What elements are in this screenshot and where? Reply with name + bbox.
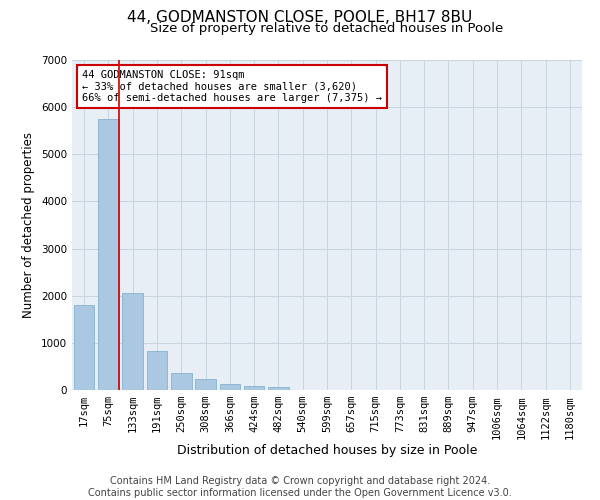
Bar (122, 293, 143, 390)
Bar (146, 352, 167, 390)
Bar (195, 379, 216, 390)
Text: 44, GODMANSTON CLOSE, POOLE, BH17 8BU: 44, GODMANSTON CLOSE, POOLE, BH17 8BU (127, 10, 473, 25)
Bar (244, 386, 265, 390)
X-axis label: Distribution of detached houses by size in Poole: Distribution of detached houses by size … (177, 444, 477, 457)
Bar (171, 372, 191, 390)
Text: Contains HM Land Registry data © Crown copyright and database right 2024.
Contai: Contains HM Land Registry data © Crown c… (88, 476, 512, 498)
Bar (74, 305, 94, 390)
Bar (268, 386, 289, 390)
Bar (220, 384, 240, 390)
Text: 44 GODMANSTON CLOSE: 91sqm
← 33% of detached houses are smaller (3,620)
66% of s: 44 GODMANSTON CLOSE: 91sqm ← 33% of deta… (82, 70, 382, 103)
Title: Size of property relative to detached houses in Poole: Size of property relative to detached ho… (151, 22, 503, 35)
Bar (98, 119, 119, 390)
Y-axis label: Number of detached properties: Number of detached properties (22, 132, 35, 318)
